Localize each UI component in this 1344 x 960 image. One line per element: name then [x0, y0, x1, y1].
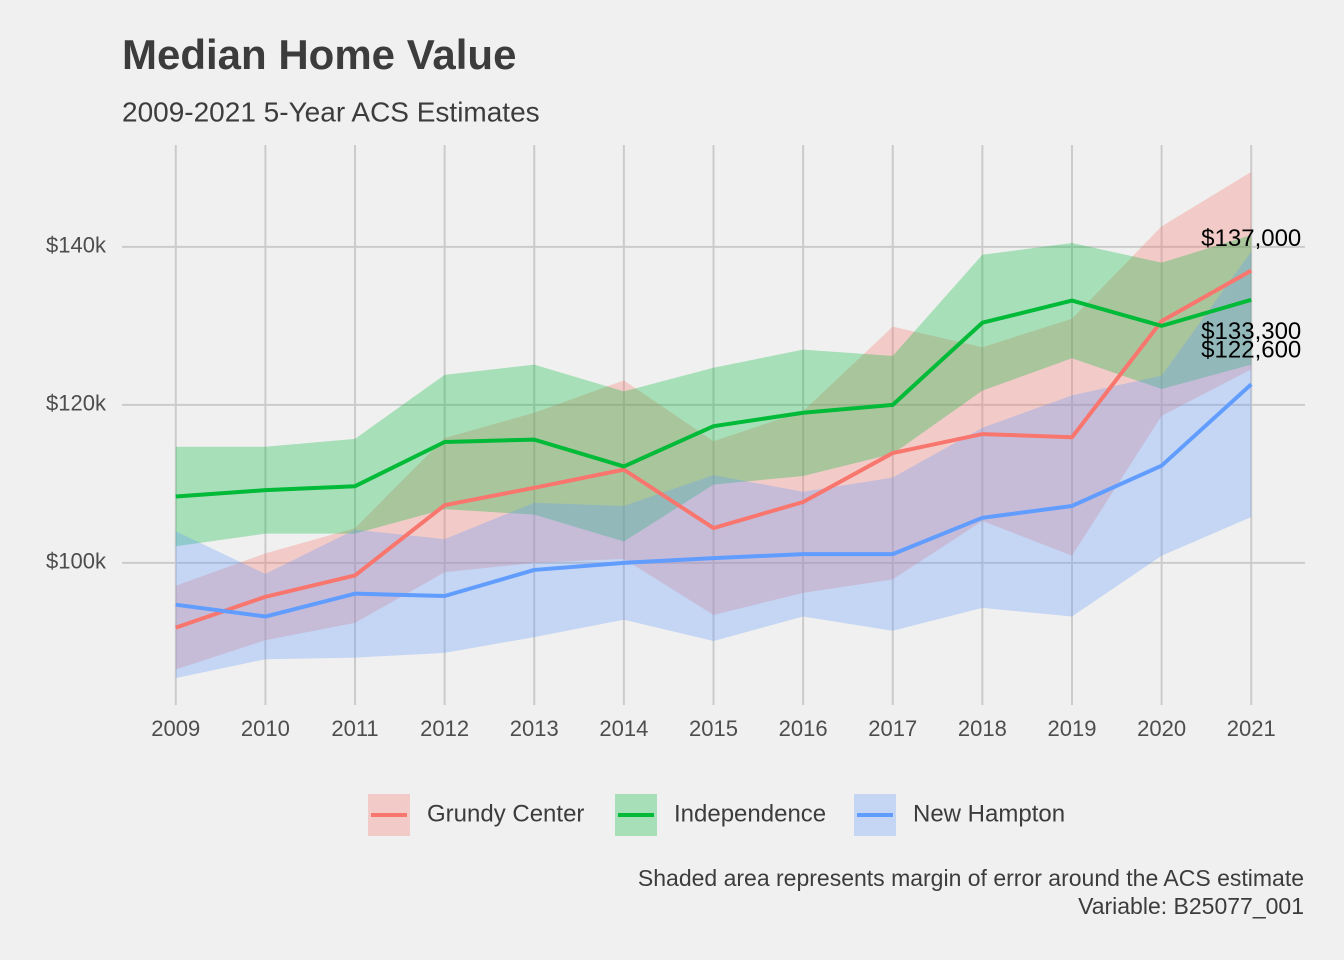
y-tick-label: $140k	[46, 233, 107, 258]
line	[175, 297, 1252, 499]
legend-label: Grundy Center	[427, 800, 584, 827]
x-tick-label: 2014	[599, 716, 648, 741]
caption: Variable: B25077_001	[1078, 893, 1304, 919]
x-tick-label: 2019	[1048, 716, 1097, 741]
x-tick-label: 2021	[1227, 716, 1276, 741]
x-tick-label: 2012	[420, 716, 469, 741]
x-tick-label: 2013	[510, 716, 559, 741]
error-ribbon	[175, 171, 1252, 670]
x-tick-label: 2010	[241, 716, 290, 741]
x-tick-label: 2020	[1137, 716, 1186, 741]
x-tick-label: 2018	[958, 716, 1007, 741]
y-tick-label: $100k	[46, 549, 107, 574]
legend-label: New Hampton	[913, 800, 1065, 827]
y-tick-label: $120k	[46, 391, 107, 416]
x-tick-label: 2016	[779, 716, 828, 741]
error-ribbon	[175, 251, 1252, 679]
chart-title: Median Home Value	[122, 31, 516, 78]
caption: Shaded area represents margin of error a…	[638, 865, 1304, 891]
data-label: $122,600	[1201, 337, 1301, 364]
x-tick-label: 2017	[868, 716, 917, 741]
x-tick-label: 2015	[689, 716, 738, 741]
line	[175, 268, 1253, 630]
data-label: $133,300	[1201, 318, 1301, 345]
error-ribbon	[175, 235, 1252, 547]
plot-area: $137,000 $133,300$122,600	[175, 171, 1301, 679]
data-label: $137,000	[1201, 225, 1301, 252]
line	[175, 382, 1253, 619]
legend-label: Independence	[674, 800, 826, 827]
chart-subtitle: 2009-2021 5-Year ACS Estimates	[122, 96, 540, 127]
x-tick-label: 2009	[151, 716, 200, 741]
x-tick-label: 2011	[331, 716, 378, 741]
